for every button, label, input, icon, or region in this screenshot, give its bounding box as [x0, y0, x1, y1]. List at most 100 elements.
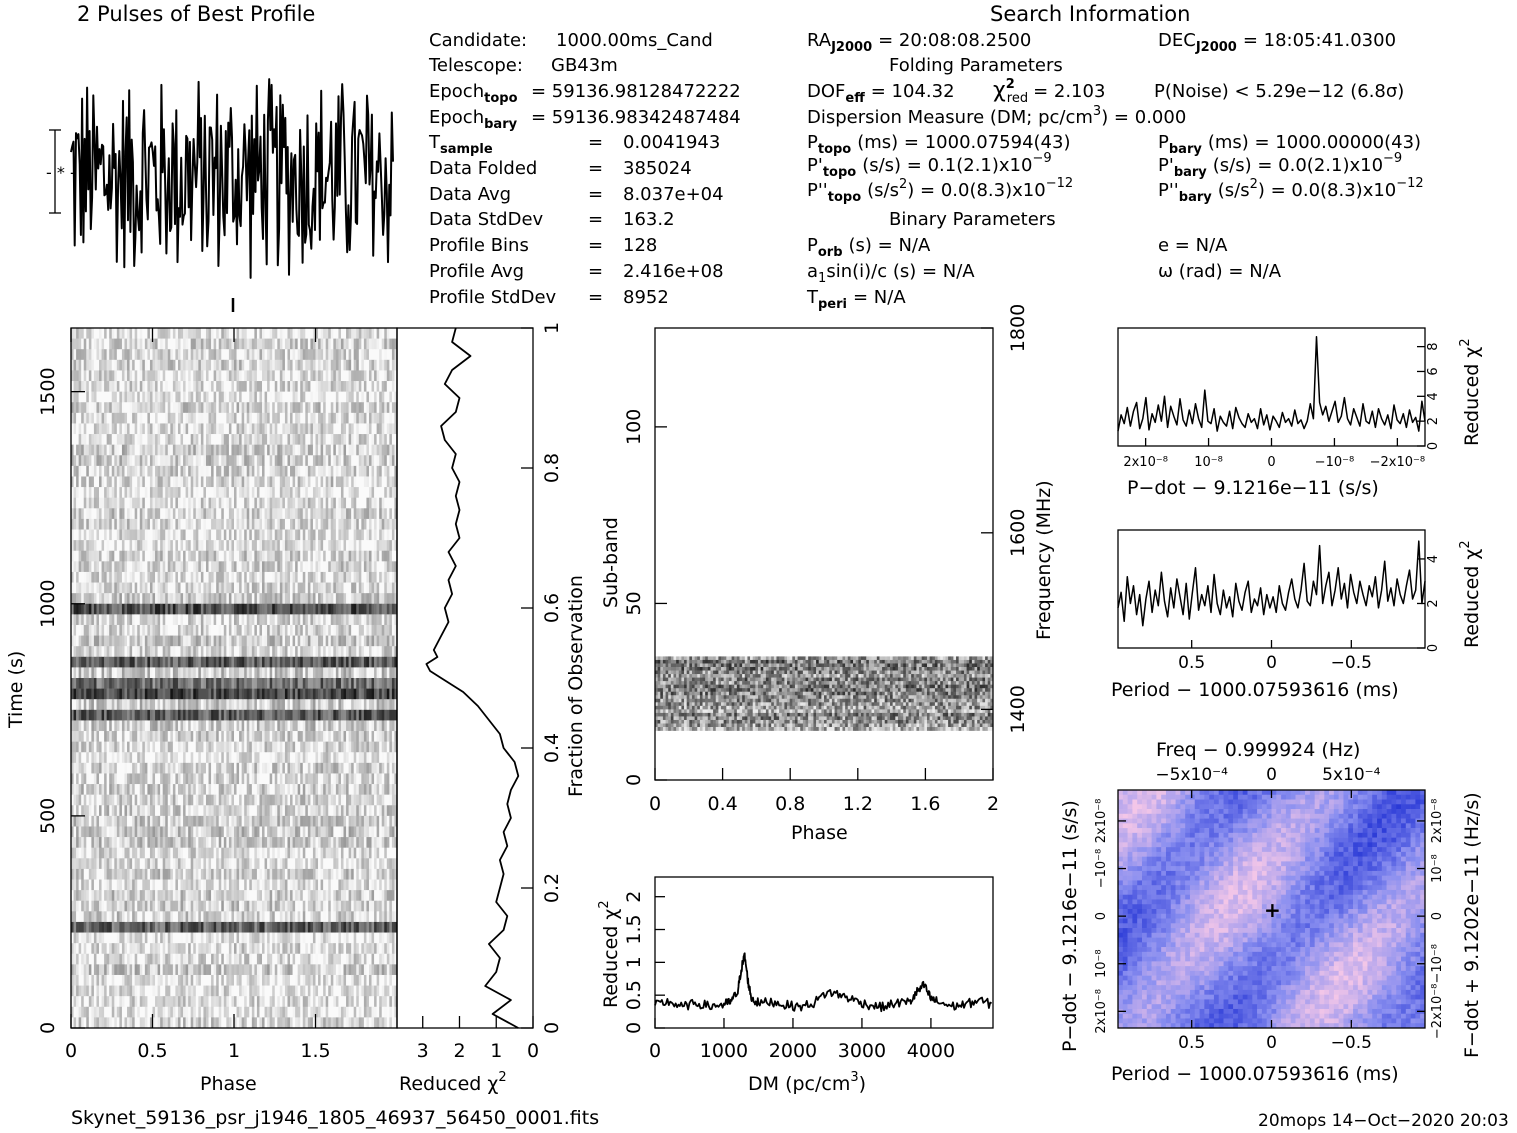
- heatmap-cell: [200, 550, 204, 562]
- heatmap-cell: [335, 688, 339, 700]
- heatmap-cell: [244, 688, 248, 700]
- heatmap-cell: [391, 508, 395, 520]
- heatmap-cell: [356, 720, 360, 732]
- heatmap-cell: [86, 434, 90, 445]
- heatmap-cell: [297, 646, 301, 658]
- heatmap-cell: [218, 349, 222, 361]
- heatmap-cell: [244, 709, 248, 721]
- heatmap-cell: [144, 540, 148, 552]
- heatmap-cell: [83, 731, 87, 742]
- heatmap-cell: [165, 688, 169, 700]
- heatmap-cell: [195, 688, 199, 700]
- heatmap-cell: [279, 529, 283, 541]
- heatmap-cell: [116, 550, 120, 562]
- heatmap-cell: [315, 423, 319, 435]
- heatmap-cell: [188, 497, 192, 509]
- heatmap-cell: [193, 402, 197, 414]
- heatmap-cell: [323, 508, 326, 520]
- heatmap-cell: [170, 646, 174, 658]
- heatmap-cell: [389, 487, 393, 498]
- heatmap-cell: [119, 370, 123, 382]
- heatmap-cell: [76, 699, 79, 711]
- t-sample-sub: sample: [440, 142, 493, 157]
- heatmap-cell: [305, 624, 309, 636]
- heatmap-cell: [320, 328, 324, 339]
- heatmap-cell: [251, 688, 255, 700]
- heatmap-cell: [320, 688, 324, 700]
- heatmap-cell: [328, 550, 332, 562]
- heatmap-cell: [226, 678, 230, 689]
- heatmap-cell: [353, 338, 357, 350]
- heatmap-cell: [99, 381, 102, 392]
- heatmap-cell: [190, 646, 194, 658]
- heatmap-cell: [203, 391, 207, 403]
- heatmap-cell: [236, 709, 240, 721]
- heatmap-cell: [88, 529, 92, 541]
- heatmap-cell: [198, 518, 202, 530]
- heatmap-cell: [363, 412, 367, 424]
- heatmap-cell: [152, 434, 156, 445]
- heatmap-cell: [297, 678, 301, 689]
- heatmap-cell: [358, 529, 362, 541]
- heatmap-cell: [389, 391, 393, 403]
- heatmap-cell: [99, 603, 102, 615]
- heatmap-cell: [172, 709, 176, 721]
- heatmap-cell: [384, 678, 388, 689]
- heatmap-cell: [292, 540, 296, 552]
- heatmap-cell: [96, 518, 100, 530]
- heatmap-cell: [121, 508, 125, 520]
- heatmap-cell: [142, 624, 146, 636]
- heatmap-cell: [149, 624, 153, 636]
- heatmap-cell: [124, 349, 128, 361]
- heatmap-cell: [132, 423, 135, 435]
- heatmap-cell: [132, 678, 135, 689]
- heatmap-cell: [167, 434, 171, 445]
- heatmap-cell: [188, 614, 192, 626]
- heatmap-cell: [361, 646, 365, 658]
- heatmap-cell: [361, 455, 365, 467]
- heatmap-cell: [127, 497, 130, 509]
- heatmap-cell: [177, 518, 181, 530]
- heatmap-cell: [149, 518, 153, 530]
- heatmap-cell: [188, 328, 192, 339]
- heatmap-cell: [353, 476, 357, 488]
- heatmap-cell: [106, 667, 110, 679]
- heatmap-cell: [323, 434, 326, 445]
- heatmap-cell: [254, 688, 258, 700]
- heatmap-cell: [96, 667, 100, 679]
- heatmap-cell: [226, 328, 230, 339]
- heatmap-cell: [180, 412, 184, 424]
- heatmap-cell: [318, 402, 321, 414]
- heatmap-cell: [106, 518, 110, 530]
- heatmap-cell: [104, 540, 107, 552]
- heatmap-cell: [264, 444, 268, 456]
- heatmap-cell: [239, 444, 242, 456]
- heatmap-cell: [205, 349, 209, 361]
- heatmap-cell: [333, 508, 337, 520]
- heatmap-cell: [96, 328, 100, 339]
- heatmap-cell: [137, 476, 141, 488]
- heatmap-cell: [96, 603, 100, 615]
- heatmap-cell: [320, 518, 324, 530]
- heatmap-cell: [132, 614, 135, 626]
- heatmap-cell: [86, 624, 90, 636]
- heatmap-cell: [106, 635, 110, 647]
- heatmap-cell: [333, 476, 337, 488]
- heatmap-cell: [101, 328, 105, 339]
- heatmap-cell: [305, 370, 309, 382]
- heatmap-cell: [142, 688, 146, 700]
- heatmap-cell: [73, 656, 77, 668]
- heatmap-cell: [73, 359, 77, 371]
- heatmap-cell: [292, 497, 296, 509]
- heatmap-cell: [358, 349, 362, 361]
- dec-sub: J2000: [1195, 40, 1237, 55]
- heatmap-cell: [119, 455, 123, 467]
- heatmap-cell: [262, 434, 265, 445]
- heatmap-cell: [203, 688, 207, 700]
- heatmap-cell: [287, 508, 291, 520]
- heatmap-cell: [119, 465, 123, 477]
- heatmap-cell: [96, 487, 100, 498]
- heatmap-cell: [165, 678, 169, 689]
- heatmap-cell: [93, 338, 97, 350]
- heatmap-cell: [190, 720, 194, 732]
